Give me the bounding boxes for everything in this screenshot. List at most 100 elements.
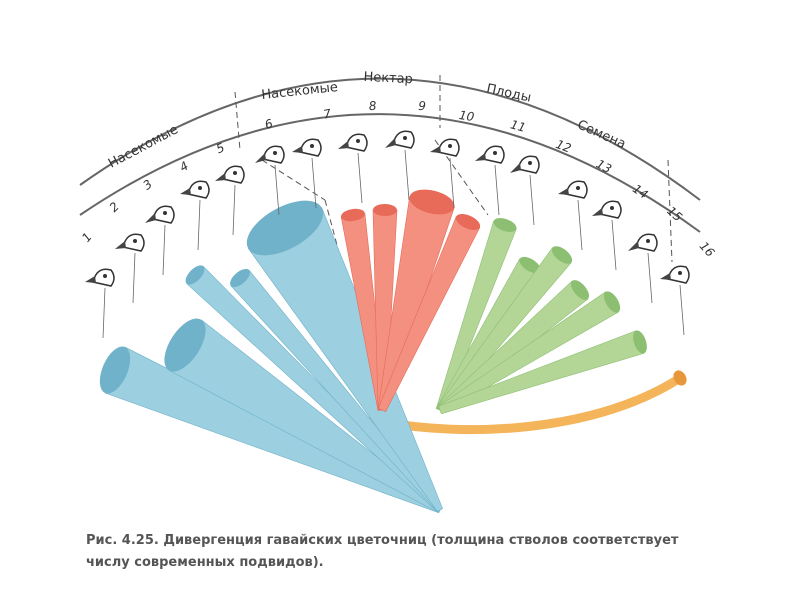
species-number: 4 <box>177 159 191 175</box>
bird-head <box>599 200 622 219</box>
connector <box>311 157 317 209</box>
connector <box>647 252 653 304</box>
beak <box>338 141 349 149</box>
species-number: 1 <box>79 230 95 245</box>
branch-tip <box>230 268 250 288</box>
beak <box>180 188 191 195</box>
bird-heads <box>85 130 690 339</box>
connector <box>611 219 617 271</box>
connector <box>494 164 500 216</box>
connector <box>357 152 363 204</box>
connector <box>404 149 410 201</box>
eye <box>198 186 202 190</box>
species-number: 9 <box>418 99 426 113</box>
species-number: 6 <box>263 116 275 132</box>
group-label: Семена <box>575 118 628 153</box>
branch-tip <box>551 246 573 264</box>
eye <box>103 274 107 278</box>
branch-tip <box>99 346 131 394</box>
species-number: 11 <box>509 117 527 134</box>
bird-head <box>187 180 210 199</box>
branch-tip <box>246 200 324 256</box>
beak <box>385 138 396 148</box>
eye <box>273 151 277 155</box>
eye <box>576 186 580 190</box>
branch-tip <box>493 218 517 232</box>
species-number: 13 <box>594 157 614 177</box>
branch-tip <box>603 291 621 313</box>
group-label: Плоды <box>485 82 532 106</box>
branch-tip <box>519 256 541 274</box>
species-number: 10 <box>458 108 476 124</box>
connector <box>577 199 583 251</box>
beak <box>510 163 521 173</box>
eye <box>233 171 237 175</box>
beak <box>145 213 156 223</box>
eye <box>678 271 682 275</box>
bird-head <box>667 265 690 284</box>
connector <box>679 284 685 336</box>
eye <box>493 151 497 155</box>
eye <box>646 239 650 243</box>
beak <box>430 146 441 153</box>
branch-tip <box>409 189 455 215</box>
connector <box>102 287 106 339</box>
eye <box>528 161 532 165</box>
beak <box>558 188 569 195</box>
connector <box>274 164 280 216</box>
beak <box>215 173 226 181</box>
bird-head <box>222 165 245 184</box>
branch-tip <box>570 280 590 300</box>
caption: Рис. 4.25. Дивергенция гавайских цветочн… <box>86 530 726 574</box>
species-number: 14 <box>630 182 651 202</box>
species-number: 7 <box>322 106 333 121</box>
bird-head <box>635 233 658 252</box>
species-number: 16 <box>697 239 718 260</box>
connector <box>132 252 136 304</box>
bird-head <box>262 145 285 164</box>
connector <box>529 174 535 226</box>
eye <box>356 139 360 143</box>
connector <box>449 157 455 209</box>
bird-head <box>122 233 145 252</box>
figure-number: Рис. 4.25. <box>86 533 159 548</box>
beak <box>292 146 303 153</box>
connector <box>162 224 166 276</box>
branch-tip <box>341 208 365 222</box>
bird-head <box>345 133 368 152</box>
bird-head <box>392 130 415 149</box>
orange-tip <box>673 370 687 386</box>
bird-head <box>565 180 588 199</box>
eye <box>163 211 167 215</box>
eye <box>403 136 407 140</box>
species-number: 12 <box>554 137 573 156</box>
beak <box>85 276 96 283</box>
species-number: 3 <box>140 177 155 193</box>
eye <box>448 144 452 148</box>
beak <box>592 208 603 216</box>
bird-head <box>437 138 460 157</box>
beak <box>475 153 486 161</box>
group-label: Насекомые <box>261 80 339 103</box>
branch-tip <box>185 265 205 285</box>
eye <box>310 144 314 148</box>
group-label: Нектар <box>363 70 413 88</box>
branch-tip <box>373 203 397 217</box>
inner-arc <box>79 113 701 233</box>
connector <box>197 199 201 251</box>
beak <box>115 241 126 249</box>
beak <box>255 153 266 163</box>
outer-arc <box>79 77 701 201</box>
caption-text: Дивергенция гавайских цветочниц (толщина… <box>86 533 679 570</box>
branch-tip <box>455 213 481 231</box>
bird-head <box>517 155 540 174</box>
species-number: 5 <box>214 140 227 156</box>
eye <box>133 239 137 243</box>
species-number: 2 <box>107 199 122 214</box>
branches <box>99 189 687 514</box>
species-number: 8 <box>368 99 377 114</box>
bird-head <box>482 145 505 164</box>
